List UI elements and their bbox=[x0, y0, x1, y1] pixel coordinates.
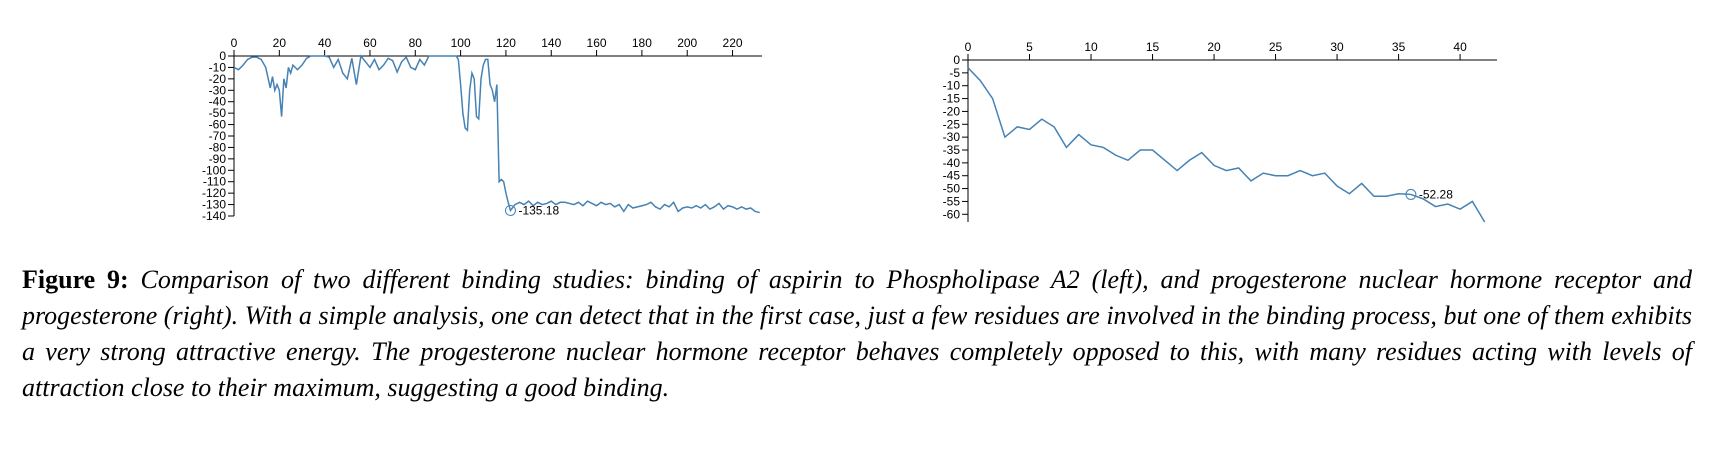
data-line bbox=[967, 67, 1486, 223]
x-tick-label: 5 bbox=[1026, 40, 1033, 54]
x-tick-label: 20 bbox=[273, 36, 287, 50]
caption-label: Figure 9: bbox=[22, 265, 129, 294]
y-tick-label: -30 bbox=[943, 130, 961, 144]
x-tick-label: 120 bbox=[496, 36, 516, 50]
y-tick-label: -20 bbox=[943, 104, 961, 118]
y-tick-label: -30 bbox=[209, 83, 227, 97]
x-tick-label: 10 bbox=[1084, 40, 1098, 54]
annotation-marker bbox=[504, 204, 516, 216]
x-tick-label: 60 bbox=[363, 36, 377, 50]
y-tick-label: -50 bbox=[209, 106, 227, 120]
x-tick-label: 40 bbox=[1453, 40, 1467, 54]
annotation-marker bbox=[1405, 188, 1417, 200]
annotation-label: -135.18 bbox=[518, 203, 559, 217]
y-tick-label: -5 bbox=[949, 66, 960, 80]
y-tick-label: -10 bbox=[209, 60, 227, 74]
y-tick-label: -15 bbox=[943, 92, 961, 106]
annotation-label: -52.28 bbox=[1419, 187, 1453, 201]
y-tick-label: -130 bbox=[202, 198, 226, 212]
x-tick-label: 0 bbox=[231, 36, 238, 50]
y-tick-label: -80 bbox=[209, 140, 227, 154]
x-tick-label: 25 bbox=[1269, 40, 1283, 54]
y-tick-label: -45 bbox=[943, 169, 961, 183]
y-tick-label: -140 bbox=[202, 209, 226, 223]
y-tick-label: -10 bbox=[943, 79, 961, 93]
y-tick-label: -70 bbox=[209, 129, 227, 143]
y-tick-label: -55 bbox=[943, 194, 961, 208]
caption: Figure 9: Comparison of two different bi… bbox=[22, 262, 1692, 406]
x-tick-label: 140 bbox=[541, 36, 561, 50]
y-tick-label: -110 bbox=[203, 175, 226, 189]
y-tick-label: -60 bbox=[209, 118, 227, 132]
y-tick-label: -90 bbox=[209, 152, 227, 166]
x-tick-label: 40 bbox=[318, 36, 332, 50]
x-tick-label: 30 bbox=[1330, 40, 1344, 54]
y-tick-label: -40 bbox=[209, 95, 227, 109]
y-tick-label: -20 bbox=[209, 72, 227, 86]
x-tick-label: 100 bbox=[451, 36, 471, 50]
x-tick-label: 80 bbox=[409, 36, 423, 50]
y-tick-label: 0 bbox=[219, 49, 226, 63]
y-tick-label: -35 bbox=[943, 143, 961, 157]
y-tick-label: 0 bbox=[953, 53, 960, 67]
x-tick-label: 0 bbox=[965, 40, 972, 54]
x-tick-label: 20 bbox=[1207, 40, 1221, 54]
x-tick-label: 180 bbox=[632, 36, 652, 50]
y-tick-label: -60 bbox=[943, 207, 961, 221]
y-tick-label: -25 bbox=[943, 117, 961, 131]
y-tick-label: -40 bbox=[943, 156, 961, 170]
caption-text: Comparison of two different binding stud… bbox=[22, 265, 1693, 402]
x-tick-label: 160 bbox=[587, 36, 607, 50]
x-tick-label: 220 bbox=[723, 36, 743, 50]
x-tick-label: 35 bbox=[1392, 40, 1406, 54]
data-line bbox=[233, 54, 760, 214]
y-tick-label: -120 bbox=[202, 186, 226, 200]
y-tick-label: -100 bbox=[202, 163, 226, 177]
y-tick-label: -50 bbox=[943, 182, 961, 196]
charts: 0 20 40 60 80 100 120 140 160 180 200 2200-10-20-30… bbox=[202, 36, 1497, 223]
x-tick-label: 15 bbox=[1146, 40, 1160, 54]
x-tick-label: 200 bbox=[677, 36, 697, 50]
